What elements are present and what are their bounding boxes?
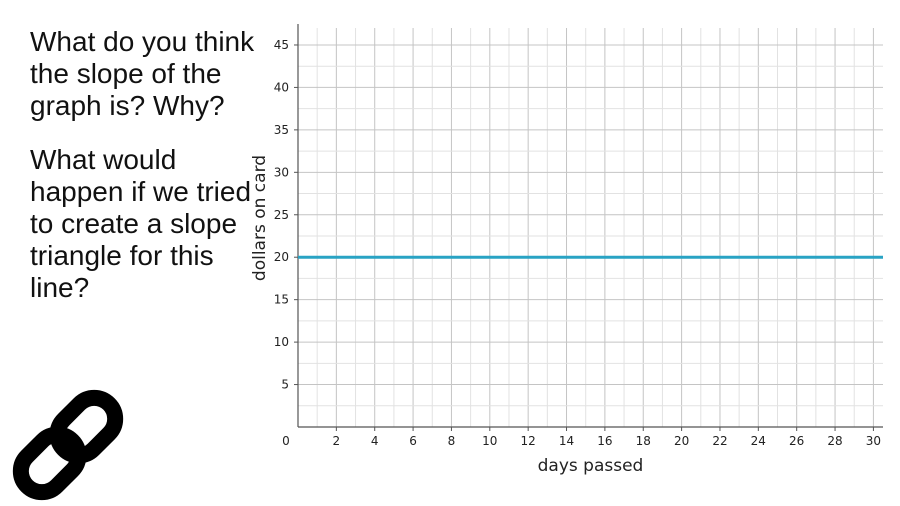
x-tick-label: 18 (636, 434, 651, 448)
x-tick-label: 28 (827, 434, 842, 448)
x-tick-label: 30 (866, 434, 881, 448)
y-tick-label: 10 (274, 335, 289, 349)
y-tick-label: 45 (274, 38, 289, 52)
y-tick-label: 20 (274, 250, 289, 264)
x-axis-label: days passed (538, 456, 644, 476)
y-tick-label: 25 (274, 208, 289, 222)
y-tick-label: 35 (274, 123, 289, 137)
x-tick-label: 10 (482, 434, 497, 448)
x-tick-label: 6 (409, 434, 417, 448)
grid (298, 28, 883, 427)
y-tick-label: 30 (274, 165, 289, 179)
question-slope: What do you think the slope of the graph… (30, 26, 255, 121)
link-icon[interactable] (8, 388, 128, 503)
x-tick-label: 4 (371, 434, 379, 448)
x-tick-label: 20 (674, 434, 689, 448)
x-tick-label: 2 (333, 434, 341, 448)
x-tick-label: 16 (597, 434, 612, 448)
axes (294, 24, 883, 431)
y-tick-label: 40 (274, 80, 289, 94)
x-tick-label: 8 (448, 434, 456, 448)
x-tick-label: 24 (751, 434, 766, 448)
prompt-text: What do you think the slope of the graph… (30, 26, 255, 326)
y-axis-label: dollars on card (250, 155, 270, 281)
y-tick-label: 5 (281, 378, 289, 392)
origin-label: 0 (282, 434, 290, 448)
x-tick-label: 26 (789, 434, 804, 448)
question-slope-triangle: What would happen if we tried to create … (30, 144, 252, 303)
tick-labels: 2 4 6 8 10 12 14 16 18 20 22 24 26 28 3051015202530354… (274, 38, 881, 448)
y-tick-label: 15 (274, 293, 289, 307)
x-tick-label: 22 (712, 434, 727, 448)
x-tick-label: 12 (521, 434, 536, 448)
x-tick-label: 14 (559, 434, 574, 448)
